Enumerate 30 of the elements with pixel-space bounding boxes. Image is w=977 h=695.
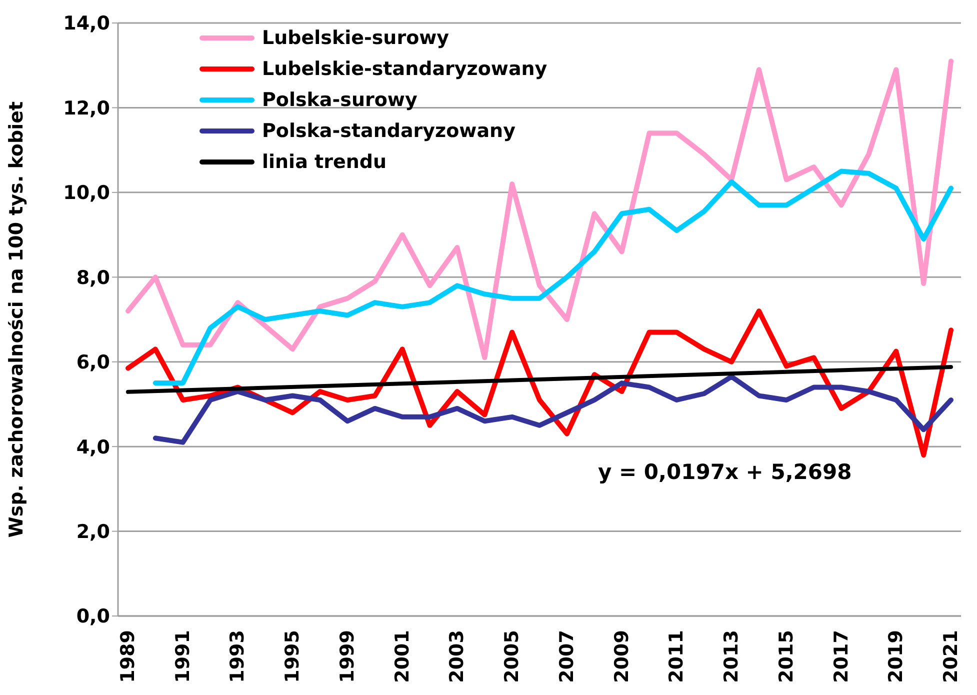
y-tick-label: 0,0: [76, 606, 110, 628]
x-tick-label: 2017: [830, 630, 852, 683]
legend-label: Lubelskie-standaryzowany: [262, 58, 548, 80]
x-tick-label: 2019: [885, 630, 908, 683]
annotation: y = 0,0197x + 5,2698: [598, 460, 852, 484]
legend-label: Polska-surowy: [262, 88, 418, 110]
legend-label: Lubelskie-surowy: [262, 26, 450, 48]
x-tick-label: 1995: [282, 630, 304, 683]
y-tick-label: 10,0: [63, 182, 110, 204]
legend-label: linia trendu: [262, 150, 386, 172]
x-tick-label: 2003: [446, 630, 468, 683]
x-tick-label: 1989: [117, 630, 139, 683]
x-tick-label: 2007: [556, 630, 578, 683]
y-tick-label: 8,0: [76, 266, 110, 289]
x-tick-label: 2011: [666, 630, 688, 683]
x-tick-label: 1991: [172, 630, 194, 683]
y-tick-label: 14,0: [63, 12, 110, 35]
x-tick-label: 2021: [940, 630, 962, 683]
x-tick-label: 1993: [226, 630, 249, 683]
x-tick-label: 2013: [720, 630, 743, 683]
x-tick-label: 2009: [610, 630, 633, 683]
x-tick-label: 2015: [775, 630, 798, 683]
x-tick-label: 1999: [336, 630, 358, 683]
legend-label: Polska-standaryzowany: [262, 120, 516, 142]
y-tick-label: 2,0: [76, 521, 110, 544]
y-tick-label: 6,0: [76, 352, 110, 374]
y-tick-label: 12,0: [63, 97, 110, 120]
y-tick-label: 4,0: [76, 436, 110, 458]
x-tick-label: 2001: [391, 630, 414, 683]
x-tick-label: 2005: [501, 630, 524, 683]
